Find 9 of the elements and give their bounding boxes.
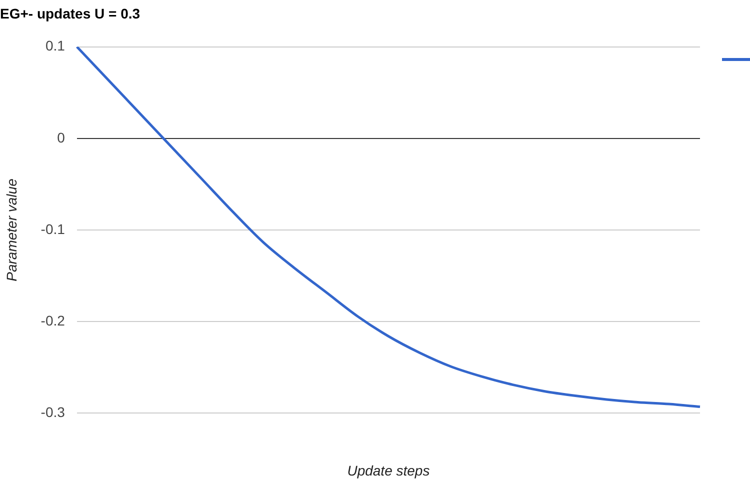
chart-title: EG+- updates U = 0.3 xyxy=(0,5,140,22)
line-series xyxy=(76,46,702,408)
y-tick-label: 0.1 xyxy=(45,38,66,54)
y-tick-label: -0.2 xyxy=(40,312,66,328)
y-axis-title: Parameter value xyxy=(3,178,20,282)
y-tick-label: -0.1 xyxy=(40,220,66,237)
y-tick-label: 0 xyxy=(57,129,66,146)
y-tick-label: -0.3 xyxy=(40,404,66,420)
x-axis-title: Update steps xyxy=(347,462,430,478)
